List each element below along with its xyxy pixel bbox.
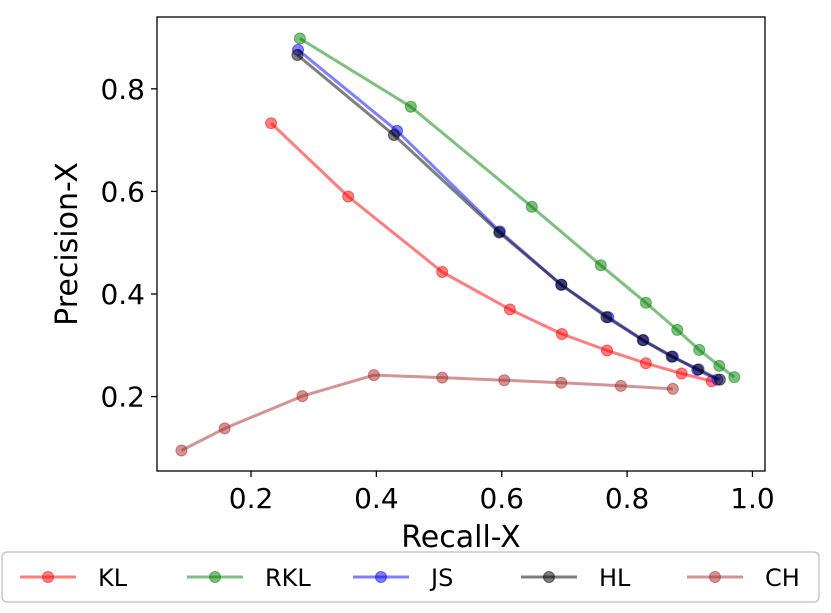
plot-layer (175, 32, 741, 457)
series-kl (265, 117, 718, 388)
data-point-kl (436, 265, 449, 278)
data-point-ch (555, 376, 568, 389)
data-point-ch (367, 369, 380, 382)
data-point-rkl (525, 200, 538, 213)
legend-marker-ch (709, 571, 721, 583)
data-point-rkl (639, 296, 652, 309)
data-point-hl (291, 48, 304, 61)
data-point-rkl (293, 32, 306, 45)
y-tick-label: 0.2 (100, 381, 145, 414)
data-point-hl (713, 373, 726, 386)
legend-label-js: JS (429, 564, 453, 592)
legend-frame (1, 551, 820, 603)
x-axis-label: Recall-X (401, 520, 520, 555)
legend-label-kl: KL (98, 564, 128, 592)
series-hl (291, 48, 726, 386)
data-point-rkl (594, 259, 607, 272)
legend: KL RKL JS HL CH (1, 551, 820, 603)
data-point-rkl (728, 371, 741, 384)
data-point-kl (503, 303, 516, 316)
y-tick-label: 0.4 (100, 278, 145, 311)
legend-label-rkl: RKL (265, 564, 311, 592)
legend-marker-kl (42, 571, 54, 583)
data-point-kl (639, 357, 652, 370)
series-line-js (297, 48, 719, 382)
data-point-ch (218, 422, 231, 435)
data-point-hl (692, 363, 705, 376)
data-point-kl (265, 117, 278, 130)
data-point-ch (436, 371, 449, 384)
series-rkl (293, 32, 741, 384)
data-point-ch (614, 379, 627, 392)
series-js (292, 43, 724, 386)
data-point-hl (387, 128, 400, 141)
data-point-hl (600, 311, 613, 324)
data-point-hl (665, 350, 678, 363)
y-axis-label: Precision-X (50, 162, 85, 326)
legend-marker-js (375, 571, 387, 583)
legend-label-hl: HL (599, 564, 631, 592)
data-point-kl (601, 344, 614, 357)
data-point-rkl (404, 100, 417, 113)
data-point-ch (296, 390, 309, 403)
series-line-ch (180, 373, 673, 452)
x-tick-label: 0.4 (354, 482, 399, 515)
y-tick-label: 0.8 (100, 73, 145, 106)
series-ch (175, 369, 679, 457)
x-tick-label: 0.2 (229, 482, 274, 515)
data-point-hl (636, 334, 649, 347)
x-tick-label: 0.6 (479, 482, 524, 515)
data-point-kl (675, 367, 688, 380)
series-line-hl (296, 53, 721, 382)
data-point-rkl (671, 323, 684, 336)
series-line-rkl (299, 37, 736, 379)
data-point-hl (555, 278, 568, 291)
x-tick-label: 1.0 (730, 482, 775, 515)
legend-marker-rkl (209, 571, 221, 583)
data-point-kl (555, 328, 568, 341)
data-point-ch (175, 444, 188, 457)
y-axis-ticks: 0.2 0.4 0.6 0.8 (100, 73, 157, 414)
data-point-rkl (713, 359, 726, 372)
y-tick-label: 0.6 (100, 175, 145, 208)
data-point-kl (342, 190, 355, 203)
x-tick-label: 0.8 (605, 482, 650, 515)
data-point-hl (493, 226, 506, 239)
data-point-rkl (693, 343, 706, 356)
legend-marker-hl (543, 571, 555, 583)
data-point-ch (498, 374, 511, 387)
x-axis-ticks: 0.2 0.4 0.6 0.8 1.0 (229, 471, 775, 515)
plot-frame (156, 16, 766, 472)
legend-label-ch: CH (765, 564, 800, 592)
data-point-ch (666, 382, 679, 395)
